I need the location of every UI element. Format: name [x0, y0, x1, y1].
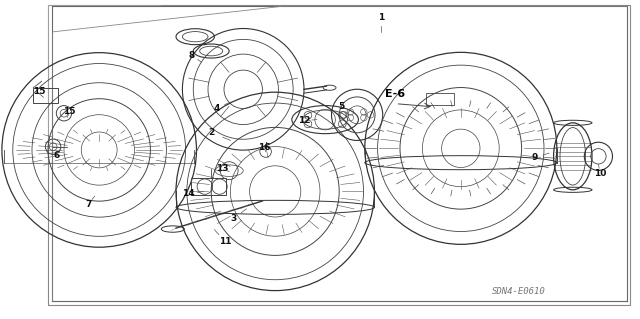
Text: 2: 2	[208, 128, 214, 137]
Bar	[33, 88, 58, 103]
Text: E-6: E-6	[385, 89, 406, 99]
Text: 5: 5	[338, 102, 344, 111]
Text: 15: 15	[63, 107, 76, 115]
Text: 1: 1	[378, 13, 384, 22]
Text: 3: 3	[230, 214, 237, 223]
Bar	[191, 178, 226, 195]
Text: 7: 7	[85, 200, 92, 209]
Text: 12: 12	[298, 116, 311, 125]
Text: 16: 16	[258, 143, 271, 152]
Text: 14: 14	[182, 189, 195, 198]
Text: 10: 10	[594, 169, 607, 178]
Text: 11: 11	[219, 237, 232, 246]
Text: 15: 15	[33, 87, 46, 96]
Text: 4: 4	[213, 104, 220, 113]
Text: 6: 6	[53, 151, 60, 160]
Bar	[426, 93, 454, 105]
Text: 9: 9	[531, 153, 538, 162]
Text: 13: 13	[216, 164, 229, 173]
Text: 8: 8	[189, 51, 195, 60]
Text: SDN4-E0610: SDN4-E0610	[492, 287, 545, 296]
